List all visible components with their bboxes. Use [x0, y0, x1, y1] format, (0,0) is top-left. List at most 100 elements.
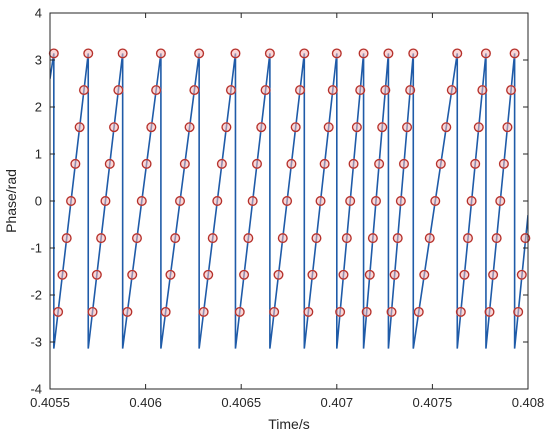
sample-marker	[520, 233, 531, 244]
sample-marker-halo	[207, 232, 218, 244]
sample-marker	[155, 48, 166, 59]
sample-marker	[83, 48, 94, 59]
sample-marker-halo	[131, 232, 143, 244]
sample-marker-halo	[430, 195, 441, 207]
sample-marker-halo	[165, 269, 176, 280]
sample-marker	[455, 306, 466, 317]
sample-marker-halo	[260, 84, 271, 96]
sample-marker	[117, 48, 128, 59]
sample-marker-halo	[179, 158, 191, 170]
sample-marker-halo	[351, 122, 363, 133]
sample-marker-halo	[392, 232, 403, 244]
sample-marker	[367, 233, 378, 244]
sample-marker-halo	[509, 48, 520, 59]
sample-marker	[386, 306, 397, 317]
sample-marker-halo	[477, 84, 488, 96]
sample-marker-halo	[65, 195, 77, 207]
sample-marker-halo	[395, 195, 407, 207]
sample-marker	[282, 196, 293, 206]
sample-marker-halo	[505, 84, 517, 96]
x-tick-label: 0.407	[321, 395, 354, 410]
sample-marker	[127, 269, 138, 280]
sample-marker	[234, 306, 245, 317]
sample-marker-halo	[334, 306, 346, 318]
sample-marker	[364, 269, 375, 280]
sample-marker-halo	[127, 269, 138, 280]
sample-marker	[480, 48, 491, 59]
sample-marker	[184, 122, 195, 133]
sample-marker	[380, 85, 391, 96]
sample-marker	[307, 269, 318, 280]
sample-marker-halo	[113, 84, 124, 96]
sample-marker	[165, 269, 176, 280]
sample-marker-halo	[290, 122, 301, 133]
sample-marker-halo	[95, 232, 107, 244]
sample-marker	[264, 48, 275, 59]
y-tick-label: -3	[30, 335, 42, 350]
sample-marker-halo	[221, 122, 232, 133]
sample-marker	[351, 122, 362, 133]
sample-marker-halo	[520, 232, 531, 244]
sample-marker	[273, 269, 284, 280]
sample-marker	[198, 306, 209, 317]
sample-marker	[358, 48, 369, 59]
sample-marker-halo	[184, 122, 195, 133]
sample-marker	[247, 196, 258, 206]
sample-marker-halo	[189, 84, 200, 96]
sample-marker-halo	[48, 48, 60, 59]
sample-marker-halo	[212, 195, 223, 207]
sample-marker	[277, 233, 288, 244]
sample-marker	[506, 85, 516, 96]
sample-marker-halo	[70, 158, 81, 170]
sample-marker-halo	[216, 158, 228, 170]
sample-marker-halo	[146, 122, 157, 133]
sample-marker	[392, 233, 403, 244]
x-tick-label: 0.406	[129, 395, 162, 410]
sample-marker	[230, 48, 241, 59]
sample-marker-halo	[502, 122, 513, 133]
sample-marker	[286, 158, 297, 169]
sample-marker	[189, 85, 200, 96]
sample-marker-halo	[408, 48, 419, 59]
sample-marker-halo	[383, 48, 394, 59]
sample-marker-halo	[344, 195, 356, 207]
sample-marker	[516, 269, 527, 280]
sample-marker	[299, 48, 310, 59]
sample-marker-halo	[174, 195, 186, 207]
sample-marker	[377, 122, 388, 133]
sample-marker-halo	[155, 48, 167, 59]
sample-marker-halo	[401, 122, 413, 133]
sample-marker-halo	[203, 269, 214, 280]
y-tick-label: 0	[35, 194, 42, 209]
sample-marker-halo	[273, 269, 284, 280]
y-axis-label: Phase/rad	[3, 169, 19, 233]
sample-marker-halo	[307, 269, 318, 280]
sample-marker	[96, 233, 107, 244]
sample-marker-halo	[466, 195, 477, 207]
sample-marker	[256, 122, 267, 133]
sample-marker	[419, 269, 430, 280]
sample-marker-halo	[277, 232, 288, 244]
sample-marker	[402, 122, 413, 133]
sample-marker-halo	[193, 48, 205, 59]
sample-marker-halo	[338, 269, 349, 280]
sample-marker	[269, 306, 280, 317]
sample-marker-halo	[303, 306, 314, 318]
marker-layer	[48, 48, 531, 318]
sample-marker-halo	[170, 232, 181, 244]
sample-marker	[399, 158, 409, 169]
sample-marker	[122, 306, 133, 317]
sample-marker	[408, 48, 419, 59]
sample-marker	[446, 85, 457, 96]
sample-marker	[338, 269, 349, 280]
sample-marker-halo	[91, 269, 103, 280]
sample-marker-halo	[487, 269, 499, 280]
sample-marker-halo	[294, 84, 306, 96]
sample-marker	[132, 233, 142, 244]
sample-marker	[341, 233, 352, 244]
x-tick-label: 0.4055	[30, 395, 70, 410]
sample-marker-halo	[348, 158, 359, 170]
x-tick-label: 0.4065	[221, 395, 261, 410]
tick-layer: 0.4055 0.406 0.4065 0.407 0.4075 0.408 -4 -3 -2 -…	[30, 6, 544, 411]
